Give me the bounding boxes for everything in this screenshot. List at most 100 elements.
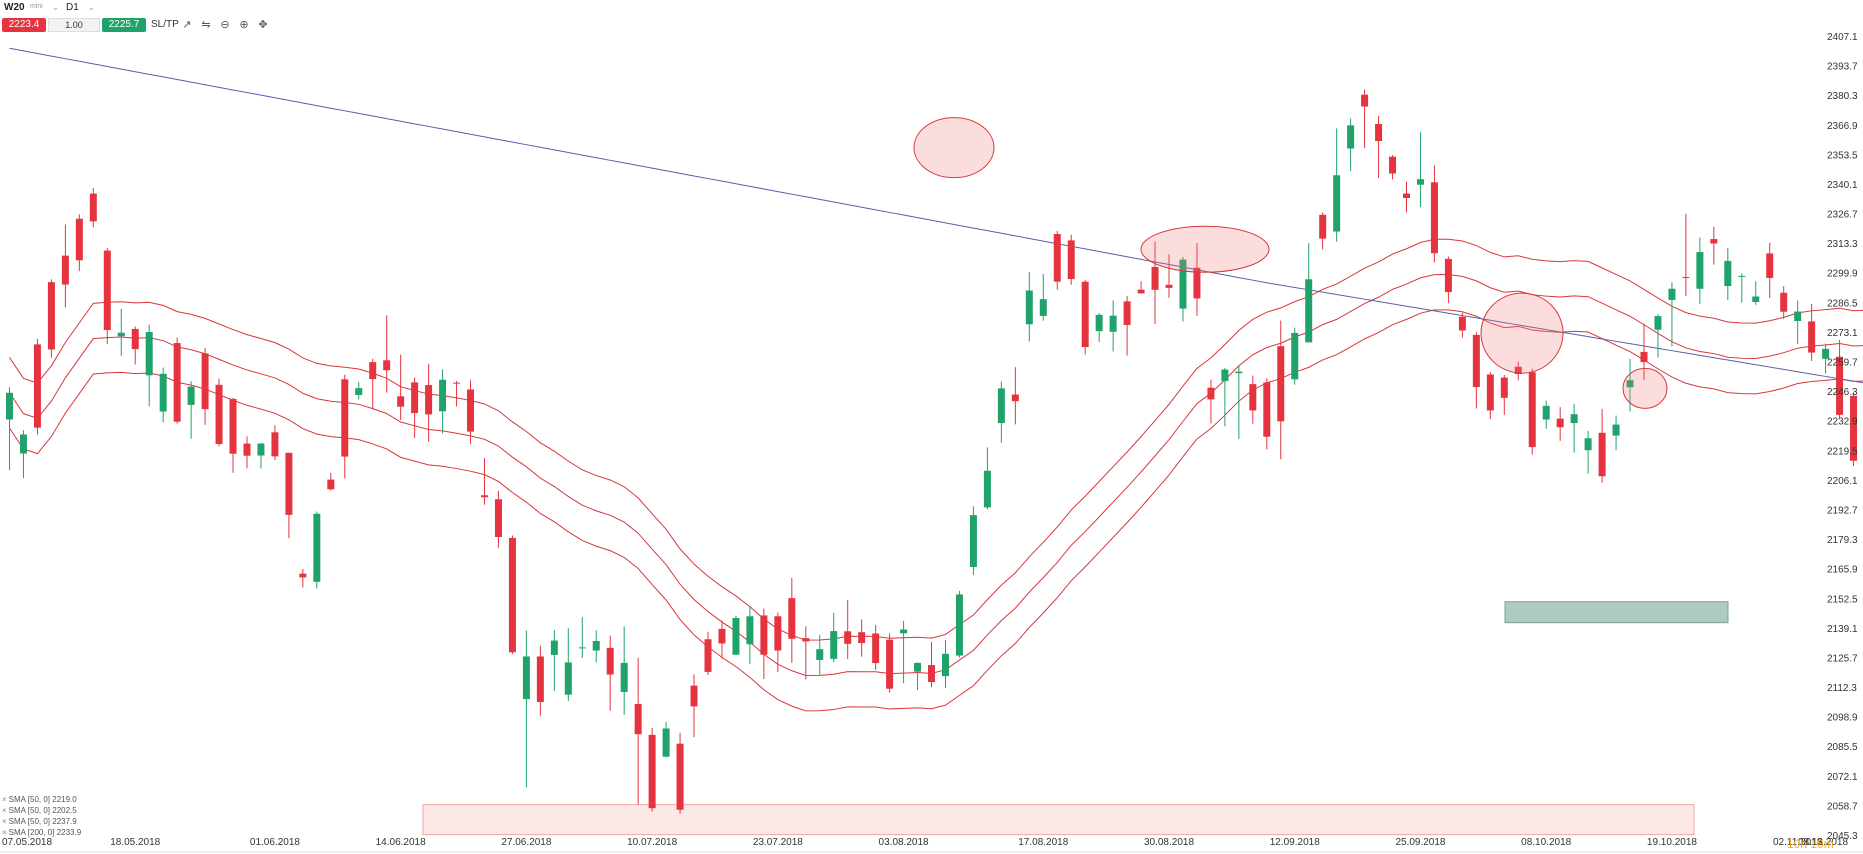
- candle-body: [1053, 233, 1061, 282]
- candle-body: [1375, 124, 1383, 142]
- candle-body: [1430, 182, 1438, 254]
- candle-body: [746, 616, 754, 645]
- crosshair-icon[interactable]: ✥: [258, 19, 268, 31]
- y-tick-label: 2366.9: [1827, 121, 1858, 132]
- y-tick-label: 2112.3: [1827, 683, 1857, 694]
- x-tick-label: 07.05.2018: [2, 837, 52, 848]
- remove-icon[interactable]: ×: [2, 817, 7, 826]
- y-tick-label: 2045.3: [1827, 831, 1858, 842]
- candle-body: [439, 379, 447, 412]
- candle-body: [872, 633, 880, 664]
- candle-body: [997, 388, 1005, 424]
- candle-body: [467, 389, 475, 432]
- candle-body: [33, 344, 41, 428]
- y-tick-label: 2313.3: [1827, 239, 1858, 250]
- candle-body: [1472, 334, 1480, 388]
- highlight-ellipse: [1140, 225, 1270, 273]
- candle-body: [159, 373, 167, 412]
- y-tick-label: 2273.1: [1827, 328, 1858, 339]
- legend-item[interactable]: × SMA [50, 0] 2202.5: [2, 805, 81, 816]
- y-tick-label: 2165.9: [1827, 565, 1858, 576]
- sma-lower-line: [9, 309, 1863, 712]
- candle-body: [969, 515, 977, 568]
- y-tick-label: 2232.9: [1827, 417, 1858, 428]
- y-tick-label: 2380.3: [1827, 91, 1858, 102]
- low-zone-rect: [422, 804, 1695, 836]
- candle-body: [1556, 418, 1564, 428]
- candle-body: [1598, 432, 1606, 477]
- candle-body: [1570, 414, 1578, 424]
- candle-body: [411, 382, 419, 414]
- remove-icon[interactable]: ×: [2, 795, 7, 804]
- buy-button[interactable]: 2225.7: [102, 18, 146, 32]
- remove-icon[interactable]: ×: [2, 806, 7, 815]
- x-tick-label: 27.06.2018: [501, 837, 551, 848]
- candle-body: [1836, 356, 1844, 415]
- zoom-in-icon[interactable]: ⊕: [239, 19, 249, 31]
- candle-body: [131, 328, 139, 350]
- x-tick-label: 19.10.2018: [1647, 837, 1697, 848]
- y-tick-label: 2219.5: [1827, 446, 1858, 457]
- indicators-icon[interactable]: ⇋: [201, 19, 211, 31]
- remove-icon[interactable]: ×: [2, 828, 7, 837]
- sell-button[interactable]: 2223.4: [2, 18, 46, 32]
- candle-body: [117, 332, 125, 337]
- y-tick-label: 2259.7: [1827, 358, 1858, 369]
- line-chart-icon[interactable]: ↗: [182, 19, 192, 31]
- candle-body: [1794, 311, 1802, 322]
- zoom-out-icon[interactable]: ⊖: [220, 19, 230, 31]
- y-tick-label: 2353.5: [1827, 150, 1858, 161]
- candle-body: [1305, 279, 1313, 343]
- candle-body: [383, 360, 391, 371]
- x-tick-label: 25.09.2018: [1395, 837, 1445, 848]
- candle-body: [1165, 284, 1173, 288]
- candle-body: [662, 728, 670, 757]
- legend-label: SMA [50, 0] 2237.9: [8, 817, 77, 826]
- sltp-button[interactable]: SL/TP: [151, 19, 179, 30]
- candle-body: [522, 656, 530, 700]
- candle-body: [1514, 366, 1522, 375]
- legend-item[interactable]: × SMA [50, 0] 2219.0: [2, 794, 81, 805]
- candle-body: [1123, 301, 1131, 325]
- candle-body: [1612, 424, 1620, 436]
- candle-body: [1640, 351, 1648, 363]
- candle-body: [1151, 266, 1159, 290]
- candle-body: [1486, 374, 1494, 411]
- candle-body: [704, 639, 712, 672]
- y-tick-label: 2058.7: [1827, 801, 1858, 812]
- candle-body: [494, 499, 502, 537]
- y-tick-label: 2098.9: [1827, 713, 1858, 724]
- highlight-ellipse: [913, 117, 995, 179]
- candle-body: [1207, 387, 1215, 400]
- candle-body: [1109, 315, 1117, 332]
- candle-body: [229, 398, 237, 454]
- volume-input[interactable]: 1.00: [48, 18, 100, 32]
- candle-body: [1724, 260, 1732, 287]
- legend-item[interactable]: × SMA [50, 0] 2237.9: [2, 816, 81, 827]
- y-tick-label: 2206.1: [1827, 476, 1858, 487]
- candle-body: [886, 639, 894, 689]
- candle-body: [453, 382, 461, 384]
- candle-body: [941, 653, 949, 677]
- legend-item[interactable]: × SMA [200, 0] 2233.9: [2, 827, 81, 838]
- candle-body: [774, 616, 782, 651]
- y-tick-label: 2393.7: [1827, 62, 1858, 73]
- candle-body: [1277, 346, 1285, 422]
- candle-body: [802, 638, 810, 642]
- candle-body: [788, 598, 796, 639]
- chevron-down-icon[interactable]: ⌄: [52, 3, 59, 12]
- candle-body: [1249, 384, 1257, 411]
- candle-body: [578, 647, 586, 649]
- candle-body: [1500, 377, 1508, 398]
- symbol-label[interactable]: W20: [4, 2, 25, 13]
- chevron-down-icon[interactable]: ⌄: [88, 3, 95, 12]
- candle-body: [1067, 240, 1075, 280]
- candle-body: [1416, 179, 1424, 185]
- timeframe-selector[interactable]: D1: [66, 2, 79, 13]
- candle-body: [1822, 348, 1830, 359]
- candle-body: [1766, 253, 1774, 278]
- x-tick-label: 18.05.2018: [110, 837, 160, 848]
- candle-body: [47, 282, 55, 350]
- candle-body: [145, 332, 153, 376]
